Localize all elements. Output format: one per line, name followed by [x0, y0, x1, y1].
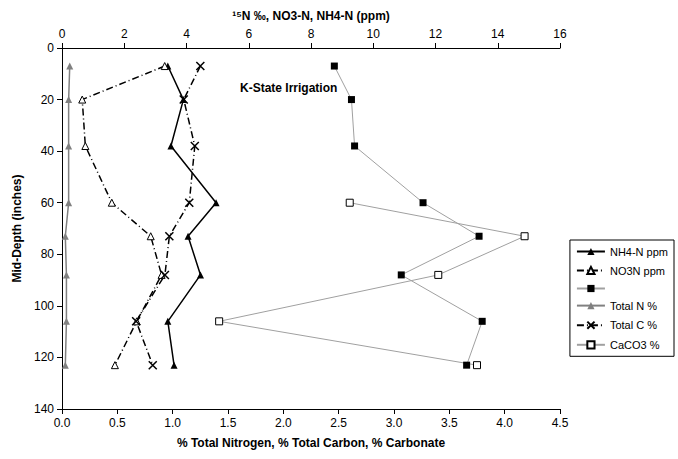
svg-text:10: 10: [367, 27, 381, 41]
svg-text:3.5: 3.5: [441, 416, 458, 430]
svg-text:Total N %: Total N %: [610, 300, 657, 312]
svg-text:16: 16: [553, 27, 567, 41]
svg-text:0.0: 0.0: [54, 416, 71, 430]
svg-text:% Total Nitrogen, % Total Carb: % Total Nitrogen, % Total Carbon, % Carb…: [177, 436, 446, 450]
svg-text:NH4-N ppm: NH4-N ppm: [610, 246, 668, 258]
svg-text:Total C %: Total C %: [610, 319, 657, 331]
svg-text:12: 12: [429, 27, 443, 41]
svg-text:0.5: 0.5: [109, 416, 126, 430]
svg-text:20: 20: [41, 93, 55, 107]
svg-text:80: 80: [41, 247, 55, 261]
svg-text:4: 4: [183, 27, 190, 41]
svg-text:40: 40: [41, 144, 55, 158]
svg-text:6: 6: [245, 27, 252, 41]
svg-text:4.0: 4.0: [496, 416, 513, 430]
svg-text:8: 8: [308, 27, 315, 41]
svg-text:¹⁵N ‰, NO3-N, NH4-N (ppm): ¹⁵N ‰, NO3-N, NH4-N (ppm): [232, 9, 390, 23]
svg-text:3.0: 3.0: [386, 416, 403, 430]
svg-text:14: 14: [491, 27, 505, 41]
svg-text:1.0: 1.0: [164, 416, 181, 430]
svg-text:2: 2: [121, 27, 128, 41]
svg-text:K-State Irrigation: K-State Irrigation: [240, 81, 337, 95]
svg-text:60: 60: [41, 196, 55, 210]
svg-text:1.5: 1.5: [220, 416, 237, 430]
svg-text:NO3N ppm: NO3N ppm: [610, 265, 665, 277]
svg-text:120: 120: [34, 350, 54, 364]
svg-text:Mid-Depth (inches): Mid-Depth (inches): [10, 175, 24, 283]
svg-text:140: 140: [34, 402, 54, 416]
svg-text:CaCO3 %: CaCO3 %: [610, 339, 660, 351]
svg-text:2.5: 2.5: [330, 416, 347, 430]
svg-text:0: 0: [59, 27, 66, 41]
svg-text:4.5: 4.5: [552, 416, 569, 430]
svg-text:0: 0: [47, 41, 54, 55]
svg-text:2.0: 2.0: [275, 416, 292, 430]
svg-text:100: 100: [34, 299, 54, 313]
